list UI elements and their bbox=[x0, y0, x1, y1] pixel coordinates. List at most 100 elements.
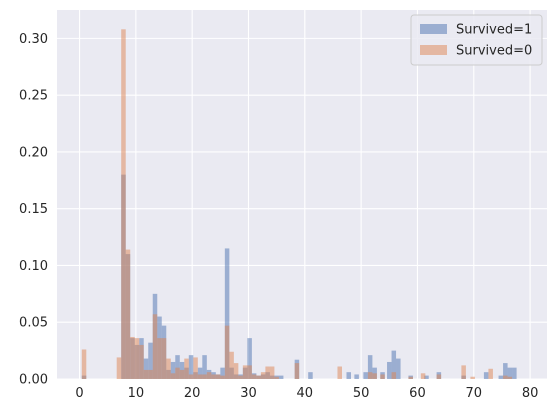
bar-survived-1 bbox=[247, 338, 252, 379]
y-tick-label: 0.00 bbox=[19, 373, 48, 388]
bar-survived-0 bbox=[188, 374, 194, 379]
y-tick-label: 0.25 bbox=[19, 89, 48, 104]
legend-swatch bbox=[420, 24, 447, 34]
y-tick-label: 0.15 bbox=[19, 202, 48, 217]
bar-survived-1 bbox=[170, 361, 176, 379]
bar-survived-1 bbox=[498, 375, 504, 379]
bar-survived-0 bbox=[175, 367, 180, 379]
x-tick-label: 50 bbox=[353, 386, 370, 401]
bar-survived-0 bbox=[134, 338, 140, 379]
bar-survived-1 bbox=[308, 372, 313, 379]
plot-background bbox=[57, 10, 547, 379]
bar-survived-0 bbox=[206, 372, 212, 379]
bar-survived-1 bbox=[387, 361, 392, 379]
bar-survived-1 bbox=[148, 342, 153, 379]
bar-survived-0 bbox=[269, 366, 275, 379]
bar-survived-0 bbox=[193, 357, 198, 379]
bar-survived-0 bbox=[166, 358, 171, 379]
legend-label: Survived=1 bbox=[456, 23, 532, 38]
bar-survived-1 bbox=[424, 375, 429, 379]
bar-survived-0 bbox=[503, 375, 508, 379]
bar-survived-0 bbox=[215, 374, 221, 379]
bar-survived-1 bbox=[367, 355, 373, 379]
bar-survived-0 bbox=[408, 376, 413, 379]
y-axis-ticks: 0.00 0.05 0.10 0.15 0.20 0.25 0.30 bbox=[19, 32, 48, 388]
bar-survived-0 bbox=[179, 369, 185, 379]
bar-survived-0 bbox=[251, 374, 257, 379]
bar-survived-0 bbox=[274, 376, 279, 379]
bar-survived-1 bbox=[143, 358, 149, 379]
bar-survived-0 bbox=[148, 369, 153, 379]
y-tick-label: 0.05 bbox=[19, 316, 48, 331]
legend-label: Survived=0 bbox=[456, 44, 532, 59]
y-tick-label: 0.10 bbox=[19, 259, 48, 274]
x-tick-label: 0 bbox=[75, 386, 83, 401]
x-tick-label: 70 bbox=[466, 386, 483, 401]
bar-survived-1 bbox=[224, 248, 230, 379]
bar-survived-1 bbox=[202, 355, 207, 379]
bar-survived-1 bbox=[512, 367, 517, 379]
x-tick-label: 40 bbox=[297, 386, 314, 401]
x-tick-label: 30 bbox=[240, 386, 257, 401]
bar-survived-0 bbox=[367, 372, 373, 379]
bar-survived-0 bbox=[202, 374, 207, 379]
bar-survived-0 bbox=[125, 249, 131, 379]
bar-survived-0 bbox=[380, 374, 385, 379]
y-tick-label: 0.20 bbox=[19, 145, 48, 160]
bar-survived-0 bbox=[220, 375, 225, 379]
bar-survived-0 bbox=[116, 357, 122, 379]
bar-survived-0 bbox=[265, 366, 270, 379]
bar-survived-0 bbox=[81, 349, 87, 379]
bar-survived-0 bbox=[211, 374, 216, 379]
bar-survived-0 bbox=[157, 338, 162, 379]
y-tick-label: 0.30 bbox=[19, 32, 48, 47]
bar-survived-1 bbox=[391, 350, 397, 379]
x-tick-label: 60 bbox=[409, 386, 426, 401]
bar-survived-0 bbox=[337, 366, 342, 379]
x-tick-label: 80 bbox=[522, 386, 539, 401]
bar-survived-0 bbox=[233, 363, 239, 379]
bar-survived-1 bbox=[346, 372, 351, 379]
bar-survived-0 bbox=[121, 29, 126, 379]
bar-survived-0 bbox=[436, 374, 442, 379]
bar-survived-1 bbox=[503, 363, 508, 379]
bar-survived-0 bbox=[420, 373, 426, 379]
bar-survived-0 bbox=[224, 325, 230, 379]
bar-survived-1 bbox=[372, 367, 377, 379]
bars bbox=[81, 29, 517, 379]
bar-survived-0 bbox=[461, 365, 466, 379]
x-tick-label: 20 bbox=[184, 386, 201, 401]
x-axis-ticks: 0 10 20 30 40 50 60 70 80 bbox=[75, 386, 538, 401]
bar-survived-0 bbox=[372, 373, 377, 379]
bar-survived-1 bbox=[220, 367, 225, 379]
legend: Survived=1 Survived=0 bbox=[410, 14, 543, 66]
bar-survived-1 bbox=[396, 358, 401, 379]
bar-survived-0 bbox=[238, 375, 243, 379]
bar-survived-0 bbox=[470, 376, 475, 379]
bar-survived-1 bbox=[197, 367, 203, 379]
bar-survived-0 bbox=[161, 338, 167, 379]
bar-survived-0 bbox=[256, 375, 261, 379]
bar-survived-0 bbox=[197, 374, 203, 379]
bar-survived-1 bbox=[278, 375, 284, 379]
bar-survived-1 bbox=[483, 372, 489, 379]
bar-survived-0 bbox=[391, 372, 397, 379]
bar-survived-1 bbox=[175, 355, 180, 379]
bar-survived-1 bbox=[507, 367, 513, 379]
bar-survived-0 bbox=[184, 358, 189, 379]
bar-survived-0 bbox=[260, 372, 266, 379]
bar-survived-0 bbox=[139, 344, 144, 379]
bar-survived-0 bbox=[247, 365, 252, 379]
bar-survived-0 bbox=[130, 336, 135, 379]
bar-survived-0 bbox=[488, 368, 493, 379]
bar-survived-0 bbox=[229, 351, 234, 379]
bar-survived-0 bbox=[170, 373, 176, 379]
bar-survived-1 bbox=[188, 355, 194, 379]
bar-survived-0 bbox=[242, 365, 248, 379]
bar-survived-1 bbox=[363, 372, 368, 379]
bar-survived-0 bbox=[143, 369, 149, 379]
x-tick-label: 10 bbox=[128, 386, 145, 401]
legend-swatch bbox=[420, 45, 447, 55]
bar-survived-0 bbox=[507, 376, 513, 379]
